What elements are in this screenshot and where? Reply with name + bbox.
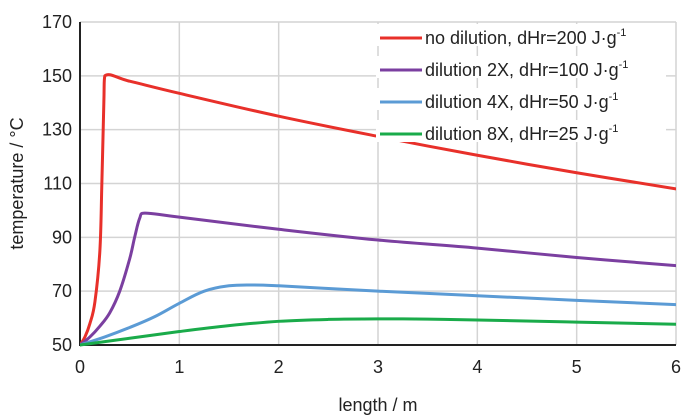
legend-entry-bg [376, 24, 666, 46]
x-tick-label: 6 [671, 357, 681, 377]
legend-label: dilution 8X, dHr=25 J·g-1 [425, 123, 618, 144]
series-line-3 [80, 283, 676, 347]
legend-entry-bg [376, 56, 666, 78]
tick-labels: 0 1 2 3 4 5 6 50 70 90 110 130 150 170 [42, 12, 681, 377]
legend-label-text: dilution 2X, dHr=100 J·g [425, 60, 619, 80]
x-axis-label: length / m [338, 395, 417, 415]
legend-entry-bg [376, 120, 666, 142]
y-tick-label: 170 [42, 12, 72, 32]
legend-label-text: dilution 8X, dHr=25 J·g [425, 124, 609, 144]
legend-label-superscript: -1 [609, 123, 619, 135]
legend-label: dilution 2X, dHr=100 J·g-1 [425, 59, 628, 80]
series-line-1 [80, 73, 676, 347]
series-line-4 [80, 317, 676, 347]
legend-label: no dilution, dHr=200 J·g-1 [425, 27, 626, 48]
y-tick-label: 150 [42, 66, 72, 86]
x-tick-label: 1 [174, 357, 184, 377]
axes [79, 22, 676, 346]
y-tick-label: 130 [42, 120, 72, 140]
y-tick-label: 50 [52, 335, 72, 355]
legend-label: dilution 4X, dHr=50 J·g-1 [425, 91, 618, 112]
y-tick-label: 110 [43, 174, 72, 194]
legend-label-text: no dilution, dHr=200 J·g [425, 28, 617, 48]
x-tick-label: 0 [75, 357, 85, 377]
legend-label-superscript: -1 [609, 91, 619, 103]
y-tick-label: 70 [52, 281, 72, 301]
y-axis-label: temperature / °C [7, 117, 27, 249]
x-tick-label: 4 [472, 357, 482, 377]
y-tick-label: 90 [52, 227, 72, 247]
legend-label-superscript: -1 [617, 27, 627, 39]
x-tick-label: 5 [572, 357, 582, 377]
series-lines [80, 73, 676, 347]
series-line-2 [80, 211, 676, 347]
legend-label-superscript: -1 [619, 59, 629, 71]
legend-label-text: dilution 4X, dHr=50 J·g [425, 92, 609, 112]
x-tick-label: 3 [373, 357, 383, 377]
legend-entry-bg [376, 88, 666, 110]
x-tick-label: 2 [274, 357, 284, 377]
